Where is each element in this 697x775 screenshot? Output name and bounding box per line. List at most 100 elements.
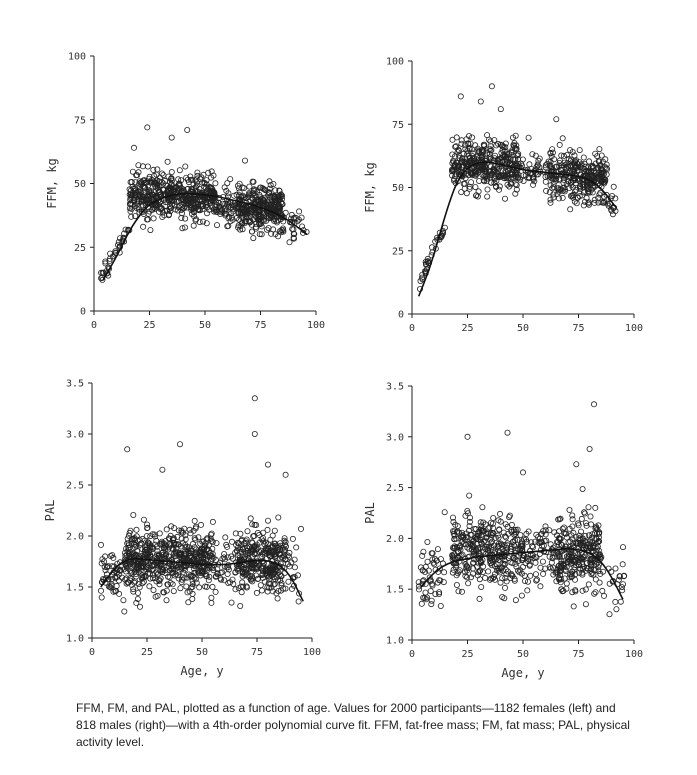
data-point — [225, 222, 232, 229]
data-point — [585, 188, 592, 195]
x-tick-label: 100 — [625, 323, 643, 334]
chart-panel-pal-male: 0 25 50 75 100 1.0 1.5 2.0 2.5 3.0 3.5 PAL Age, y — [363, 382, 643, 681]
data-point — [122, 226, 129, 233]
data-point — [116, 590, 123, 597]
data-point — [115, 241, 122, 248]
data-point — [253, 572, 260, 579]
data-point — [203, 573, 210, 580]
data-point — [519, 543, 526, 550]
data-point — [475, 165, 482, 172]
data-point — [203, 220, 210, 227]
data-point — [542, 527, 549, 534]
data-point — [260, 529, 267, 536]
data-point — [487, 536, 494, 543]
data-point — [191, 544, 198, 551]
data-point — [556, 568, 563, 575]
data-point — [228, 214, 235, 221]
data-point — [458, 533, 465, 540]
data-point — [571, 198, 578, 205]
data-point — [203, 198, 210, 205]
data-point — [542, 531, 549, 538]
data-point — [153, 551, 160, 558]
data-point — [512, 597, 519, 604]
data-point — [233, 215, 240, 222]
data-point — [124, 579, 131, 586]
data-point — [484, 132, 491, 139]
data-point — [474, 193, 481, 200]
data-point — [604, 165, 611, 172]
data-point — [247, 515, 254, 522]
data-point — [188, 584, 195, 591]
data-point — [581, 510, 588, 517]
data-point — [496, 510, 503, 517]
data-point — [579, 571, 586, 578]
data-point — [585, 200, 592, 207]
data-point — [144, 163, 151, 170]
data-point — [195, 534, 202, 541]
data-point — [275, 514, 282, 521]
data-point — [495, 186, 502, 193]
data-point — [537, 583, 544, 590]
data-point — [204, 536, 211, 543]
data-point — [173, 183, 180, 190]
data-point — [213, 540, 220, 547]
data-point — [264, 202, 271, 209]
data-point — [472, 172, 479, 179]
data-point — [241, 540, 248, 547]
data-point — [181, 224, 188, 231]
data-point — [296, 590, 303, 597]
data-point — [274, 547, 281, 554]
data-point — [554, 549, 561, 556]
data-point — [239, 192, 246, 199]
y-tick-label: 2.0 — [386, 534, 404, 545]
data-point — [560, 152, 567, 159]
data-point — [428, 601, 435, 608]
data-point — [583, 522, 590, 529]
data-point — [547, 196, 554, 203]
data-point — [183, 583, 190, 590]
data-point — [559, 588, 566, 595]
data-point — [208, 530, 215, 537]
data-point — [242, 550, 249, 557]
data-point — [596, 529, 603, 536]
data-point — [546, 527, 553, 534]
data-point — [481, 537, 488, 544]
data-point — [597, 174, 604, 181]
x-tick-label: 100 — [307, 320, 325, 331]
data-point — [542, 164, 549, 171]
data-point — [156, 530, 163, 537]
data-point — [509, 134, 516, 141]
data-point — [581, 509, 588, 516]
data-point — [137, 188, 144, 195]
data-point — [567, 158, 574, 165]
outlier-point — [251, 395, 258, 402]
data-point — [168, 168, 175, 175]
data-point — [567, 560, 574, 567]
data-point — [519, 156, 526, 163]
data-point — [248, 564, 255, 571]
data-point — [505, 159, 512, 166]
data-point — [454, 149, 461, 156]
outlier-point — [464, 433, 471, 440]
data-point — [476, 576, 483, 583]
x-tick-label: 50 — [199, 320, 211, 331]
data-point — [244, 545, 251, 552]
outlier-point — [251, 430, 258, 437]
data-point — [101, 563, 108, 570]
data-point — [288, 559, 295, 566]
y-tick-label: 25 — [392, 246, 404, 257]
data-point — [146, 173, 153, 180]
data-point — [581, 198, 588, 205]
data-point — [598, 165, 605, 172]
data-point — [293, 215, 300, 222]
data-point — [265, 225, 272, 232]
data-point — [134, 172, 141, 179]
data-point — [503, 570, 510, 577]
data-point — [422, 563, 429, 570]
data-point — [592, 589, 599, 596]
data-point — [249, 546, 256, 553]
data-point — [213, 208, 220, 215]
data-point — [291, 564, 298, 571]
data-point — [504, 181, 511, 188]
data-point — [603, 161, 610, 168]
